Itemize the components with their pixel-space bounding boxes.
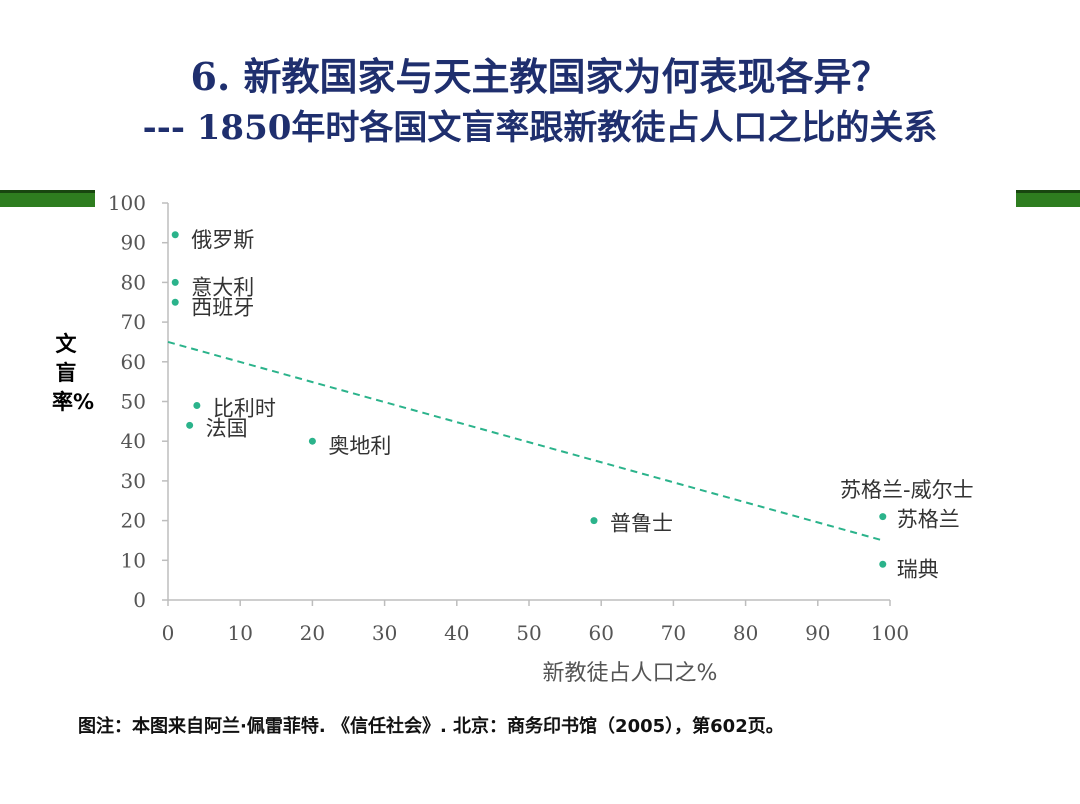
y-tick-label: 20 [121, 509, 146, 533]
data-point [186, 421, 194, 429]
data-point [171, 278, 179, 286]
slide-subtitle: --- 1850年时各国文盲率跟新教徒占人口之比的关系 [142, 108, 938, 148]
decorative-bar-right [1016, 190, 1080, 207]
figure-footnote: 图注：本图来自阿兰·佩雷菲特. 《信任社会》. 北京：商务印书馆（2005），第… [78, 716, 784, 737]
y-tick-label: 50 [121, 390, 146, 414]
point-label: 比利时 [213, 396, 276, 420]
y-tick-label: 80 [121, 270, 146, 294]
chart-axes: 0 10 20 30 40 50 60 70 80 90 100 0 10 20 30 40 50 60 70 80 9… [108, 191, 909, 645]
point-label: 普鲁士 [610, 512, 673, 536]
data-point [193, 401, 201, 409]
x-tick-label: 0 [162, 621, 175, 645]
x-axis-label: 新教徒占人口之% [542, 661, 718, 686]
slide-title: 6. 新教国家与天主教国家为何表现各异？ [190, 54, 890, 99]
point-label: 俄罗斯 [191, 228, 254, 252]
x-tick-label: 30 [372, 621, 397, 645]
x-tick-label: 60 [588, 621, 613, 645]
point-label: 苏格兰 [897, 508, 960, 532]
data-point [879, 560, 887, 568]
data-point [879, 513, 887, 521]
x-tick-label: 70 [661, 621, 686, 645]
y-axis-label: 文盲率% [52, 332, 95, 414]
y-tick-label: 0 [133, 588, 146, 612]
x-tick-label: 10 [227, 621, 252, 645]
y-tick-label: 100 [108, 191, 146, 215]
data-point [308, 437, 316, 445]
x-tick-label: 100 [871, 621, 909, 645]
point-label: 意大利 [191, 275, 254, 299]
data-points [171, 231, 887, 568]
point-label: 瑞典 [897, 557, 939, 581]
point-label: 奥地利 [328, 434, 391, 458]
trendline [167, 340, 884, 542]
data-point [590, 517, 598, 525]
y-tick-label: 10 [121, 548, 146, 572]
x-tick-label: 50 [516, 621, 541, 645]
y-tick-label: 40 [121, 429, 146, 453]
x-tick-label: 80 [733, 621, 758, 645]
y-tick-label: 60 [121, 350, 146, 374]
data-point [171, 231, 179, 239]
trendline-group [167, 340, 884, 542]
x-tick-label: 90 [805, 621, 830, 645]
y-tick-label: 30 [121, 469, 146, 493]
y-tick-label: 90 [121, 231, 146, 255]
x-tick-label: 20 [300, 621, 325, 645]
data-point [171, 298, 179, 306]
y-tick-label: 70 [121, 310, 146, 334]
annotation-label: 苏格兰-威尔士 [840, 478, 974, 502]
x-tick-label: 40 [444, 621, 469, 645]
decorative-bar-left [0, 190, 95, 207]
point-label: 法国 [206, 416, 248, 440]
point-label: 西班牙 [191, 295, 254, 319]
